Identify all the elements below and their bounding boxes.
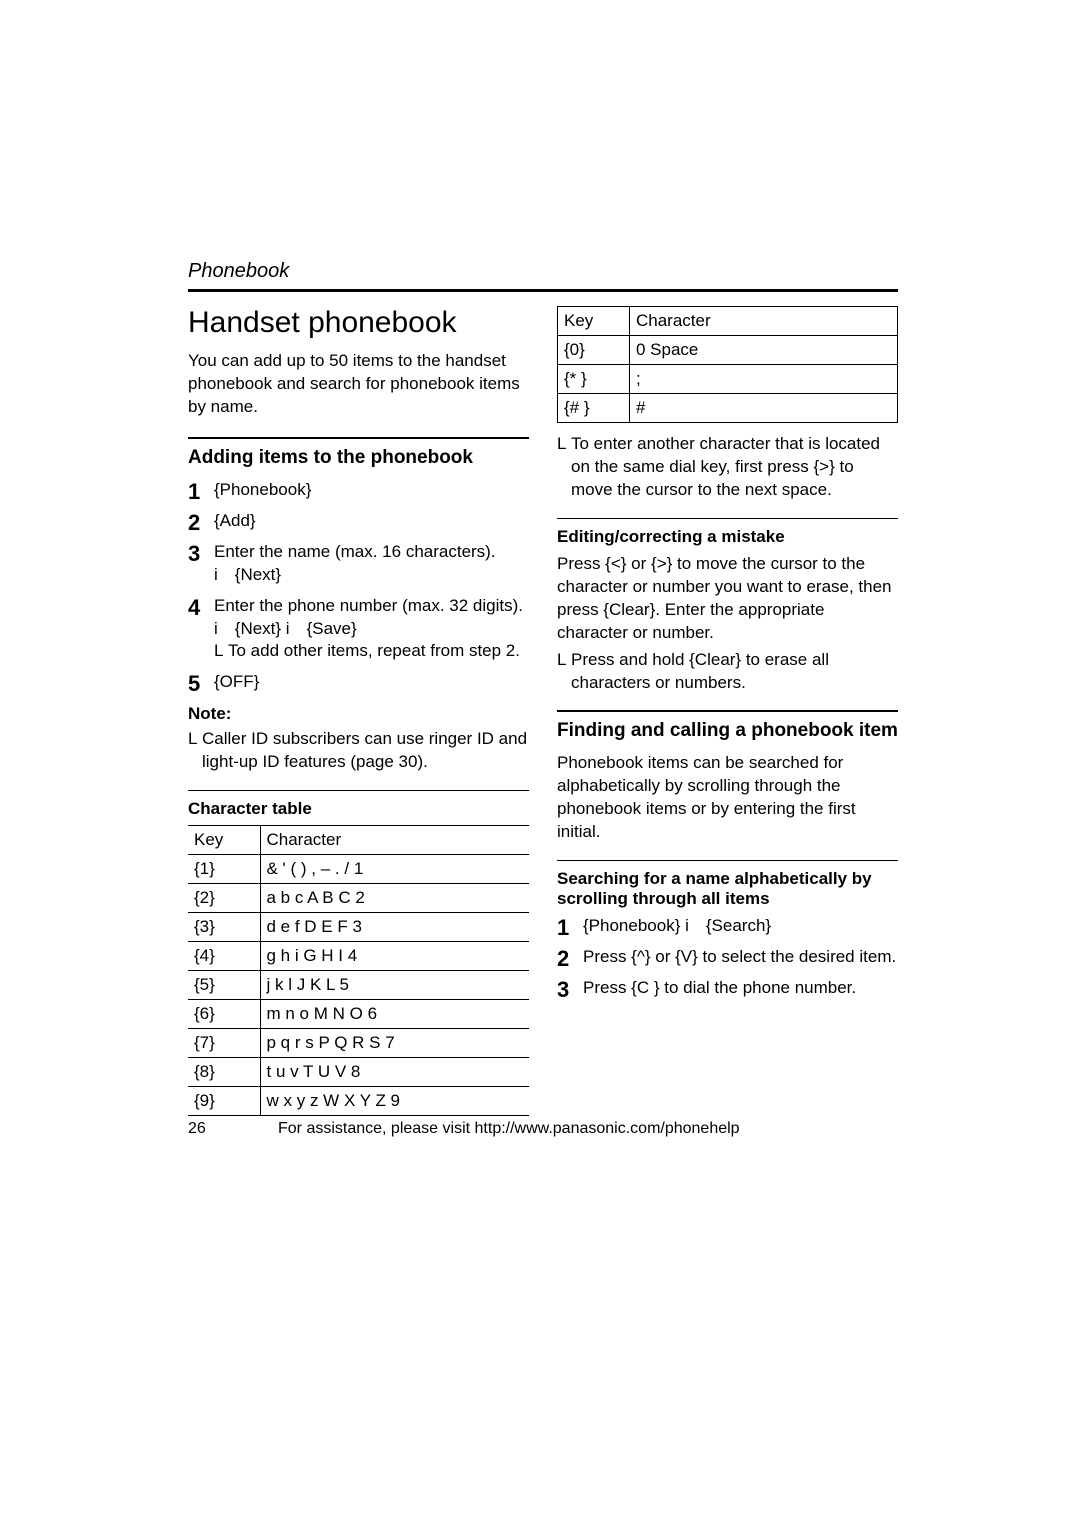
adding-steps: {Phonebook} {Add} Enter the name (max. 1… [188, 479, 529, 695]
editing-bullet: Press and hold {Clear} to erase all char… [557, 649, 898, 695]
key-cell: {1} [188, 855, 260, 884]
editing-bullet-text: Press and hold {Clear} to erase all char… [571, 650, 829, 692]
table-row: {* }; [558, 365, 898, 394]
char-table-rule [188, 790, 529, 791]
char-cell: a b c A B C 2 [260, 884, 529, 913]
char-cell: m n o M N O 6 [260, 1000, 529, 1029]
step-3-next: i {Next} [214, 565, 281, 584]
step-4: Enter the phone number (max. 32 digits).… [188, 595, 529, 664]
editing-heading: Editing/correcting a mistake [557, 527, 898, 547]
char-cell: # [630, 394, 898, 423]
note-text: Caller ID subscribers can use ringer ID … [202, 729, 527, 771]
char-cell: j k l J K L 5 [260, 971, 529, 1000]
col-header-character: Character [260, 826, 529, 855]
searching-steps: {Phonebook} i {Search} Press {^} or {V} … [557, 915, 898, 1000]
search-step-3: Press {C } to dial the phone number. [557, 977, 898, 1000]
key-cell: {6} [188, 1000, 260, 1029]
key-cell: {7} [188, 1029, 260, 1058]
search-step-2: Press {^} or {V} to select the desired i… [557, 946, 898, 969]
char-table-label: Character table [188, 799, 529, 819]
page-footer: 26 For assistance, please visit http://w… [188, 1120, 898, 1138]
finding-intro: Phonebook items can be searched for alph… [557, 752, 898, 844]
step-4-bullet-text: To add other items, repeat from step 2. [228, 641, 520, 660]
two-column-layout: Handset phonebook You can add up to 50 i… [188, 306, 898, 1116]
page-content: Phonebook Handset phonebook You can add … [188, 260, 898, 1116]
character-table-right: Key Character {0}0 Space {* }; {# }# [557, 306, 898, 423]
step-3-text: Enter the name (max. 16 characters). [214, 542, 496, 561]
table-row: {5}j k l J K L 5 [188, 971, 529, 1000]
note-bullet: Caller ID subscribers can use ringer ID … [188, 728, 529, 774]
table-row: {3}d e f D E F 3 [188, 913, 529, 942]
character-table-left: Key Character {1}& ' ( ) , – . / 1 {2}a … [188, 825, 529, 1116]
right-column: Key Character {0}0 Space {* }; {# }# To … [557, 306, 898, 1116]
char-cell: g h i G H I 4 [260, 942, 529, 971]
char-cell: d e f D E F 3 [260, 913, 529, 942]
left-column: Handset phonebook You can add up to 50 i… [188, 306, 529, 1116]
footer-text: For assistance, please visit http://www.… [278, 1120, 740, 1138]
step-3: Enter the name (max. 16 characters). i {… [188, 541, 529, 587]
char-cell: & ' ( ) , – . / 1 [260, 855, 529, 884]
col-header-key: Key [188, 826, 260, 855]
char-cell: t u v T U V 8 [260, 1058, 529, 1087]
table-row: {4}g h i G H I 4 [188, 942, 529, 971]
step-5: {OFF} [188, 671, 529, 694]
table-row: {0}0 Space [558, 336, 898, 365]
finding-rule [557, 710, 898, 712]
key-cell: {2} [188, 884, 260, 913]
step-2: {Add} [188, 510, 529, 533]
subsection-rule [188, 437, 529, 439]
header-rule [188, 289, 898, 292]
editing-paragraph-1: Press {<} or {>} to move the cursor to t… [557, 553, 898, 645]
char-cell: 0 Space [630, 336, 898, 365]
table-row: {9}w x y z W X Y Z 9 [188, 1087, 529, 1116]
table-header-row: Key Character [558, 307, 898, 336]
table-row: {6}m n o M N O 6 [188, 1000, 529, 1029]
note-label: Note: [188, 704, 529, 724]
intro-paragraph: You can add up to 50 items to the handse… [188, 350, 529, 419]
table-row: {# }# [558, 394, 898, 423]
editing-rule [557, 518, 898, 519]
adding-heading: Adding items to the phonebook [188, 447, 529, 469]
key-cell: {# } [558, 394, 630, 423]
char-note: To enter another character that is locat… [557, 433, 898, 502]
table-row: {7}p q r s P Q R S 7 [188, 1029, 529, 1058]
col-header-key: Key [558, 307, 630, 336]
step-4-text: Enter the phone number (max. 32 digits).… [214, 596, 523, 638]
step-1: {Phonebook} [188, 479, 529, 502]
searching-heading: Searching for a name alphabetically by s… [557, 869, 898, 909]
col-header-character: Character [630, 307, 898, 336]
key-cell: {9} [188, 1087, 260, 1116]
char-cell: p q r s P Q R S 7 [260, 1029, 529, 1058]
page-number: 26 [188, 1120, 278, 1138]
table-row: {2}a b c A B C 2 [188, 884, 529, 913]
searching-rule [557, 860, 898, 861]
char-note-text: To enter another character that is locat… [571, 434, 880, 499]
key-cell: {4} [188, 942, 260, 971]
key-cell: {0} [558, 336, 630, 365]
table-header-row: Key Character [188, 826, 529, 855]
key-cell: {5} [188, 971, 260, 1000]
table-row: {1}& ' ( ) , – . / 1 [188, 855, 529, 884]
step-4-bullet: To add other items, repeat from step 2. [214, 640, 529, 663]
section-header: Phonebook [188, 260, 898, 283]
page-title: Handset phonebook [188, 306, 529, 340]
search-step-1: {Phonebook} i {Search} [557, 915, 898, 938]
key-cell: {* } [558, 365, 630, 394]
finding-heading: Finding and calling a phonebook item [557, 720, 898, 742]
char-cell: w x y z W X Y Z 9 [260, 1087, 529, 1116]
table-row: {8}t u v T U V 8 [188, 1058, 529, 1087]
key-cell: {8} [188, 1058, 260, 1087]
key-cell: {3} [188, 913, 260, 942]
char-cell: ; [630, 365, 898, 394]
